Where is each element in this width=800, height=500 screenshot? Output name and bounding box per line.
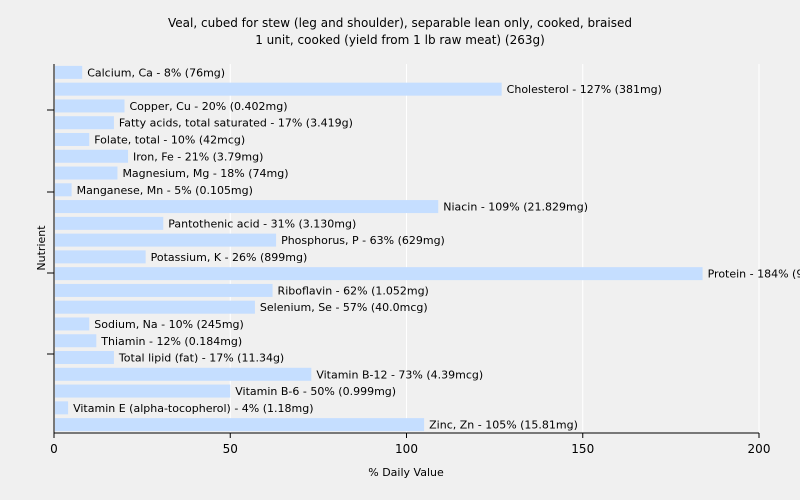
bar (55, 384, 231, 398)
bar (55, 116, 114, 130)
bar (55, 250, 146, 264)
bar (55, 82, 502, 96)
y-axis-label: Nutrient (35, 225, 48, 271)
bar-label: Pantothenic acid - 31% (3.130mg) (168, 217, 356, 230)
bar (55, 65, 83, 79)
bar (55, 418, 425, 432)
bar-label: Cholesterol - 127% (381mg) (507, 83, 662, 96)
bars-group: Calcium, Ca - 8% (76mg) Cholesterol - 127… (55, 65, 800, 432)
bar (55, 183, 72, 197)
bar-label: Riboflavin - 62% (1.052mg) (278, 284, 429, 297)
bar (55, 132, 90, 146)
bar-label: Iron, Fe - 21% (3.79mg) (133, 150, 263, 163)
chart-title: Veal, cubed for stew (leg and shoulder),… (168, 16, 632, 30)
x-tick-label: 50 (223, 442, 238, 456)
bar (55, 317, 90, 331)
bar (55, 166, 118, 180)
bar-label: Niacin - 109% (21.829mg) (443, 201, 588, 214)
bar-label: Calcium, Ca - 8% (76mg) (87, 66, 225, 79)
bar (55, 334, 97, 348)
bar-label: Vitamin B-12 - 73% (4.39mcg) (316, 368, 483, 381)
bar (55, 216, 164, 230)
bar (55, 99, 125, 113)
bar-label: Fatty acids, total saturated - 17% (3.41… (119, 117, 353, 130)
x-tick-label: 200 (748, 442, 771, 456)
x-tick-label: 0 (50, 442, 58, 456)
bar (55, 401, 69, 415)
x-axis-ticks: 0 50 100 150 200 (50, 433, 770, 456)
bar-label: Manganese, Mn - 5% (0.105mg) (77, 184, 253, 197)
bar-label: Folate, total - 10% (42mcg) (94, 133, 245, 146)
x-tick-label: 100 (395, 442, 418, 456)
bar (55, 200, 439, 214)
bar-label: Copper, Cu - 20% (0.402mg) (130, 100, 288, 113)
bar-label: Zinc, Zn - 105% (15.81mg) (429, 419, 578, 432)
bar-label: Thiamin - 12% (0.184mg) (100, 335, 242, 348)
chart-subtitle: 1 unit, cooked (yield from 1 lb raw meat… (255, 33, 545, 47)
bar (55, 367, 312, 381)
bar-label: Selenium, Se - 57% (40.0mcg) (260, 301, 428, 314)
bar (55, 267, 703, 281)
bar-label: Total lipid (fat) - 17% (11.34g) (118, 352, 284, 365)
bar-label: Magnesium, Mg - 18% (74mg) (122, 167, 288, 180)
bar-label: Phosphorus, P - 63% (629mg) (281, 234, 445, 247)
bar (55, 233, 277, 247)
x-tick-label: 150 (571, 442, 594, 456)
bar-label: Protein - 184% (91.89g) (708, 268, 800, 281)
bar (55, 149, 129, 163)
bar (55, 351, 114, 365)
bar-label: Vitamin E (alpha-tocopherol) - 4% (1.18m… (73, 402, 313, 415)
bar-label: Potassium, K - 26% (899mg) (151, 251, 308, 264)
bar (55, 300, 255, 314)
bar-label: Vitamin B-6 - 50% (0.999mg) (235, 385, 396, 398)
x-axis-label: % Daily Value (368, 466, 444, 479)
bar-label: Sodium, Na - 10% (245mg) (94, 318, 244, 331)
bar (55, 283, 273, 297)
